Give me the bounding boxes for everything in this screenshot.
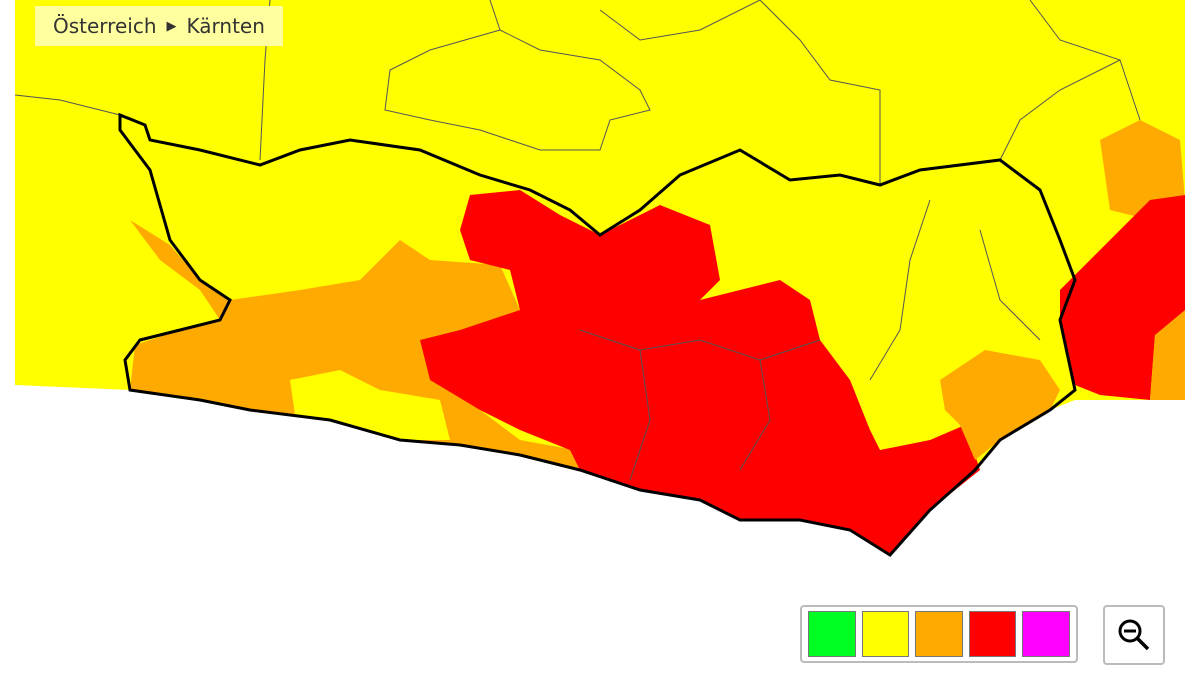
- region-orange-far-east[interactable]: [1150, 310, 1185, 400]
- district-borders: [14, 0, 1141, 481]
- kaernten-border: [118, 112, 1077, 557]
- region-orange-east[interactable]: [940, 350, 1060, 460]
- color-legend: [800, 605, 1078, 663]
- region-red-central[interactable]: [420, 190, 980, 555]
- region-red-east[interactable]: [1060, 195, 1185, 400]
- zoom-out-button[interactable]: [1103, 605, 1165, 665]
- legend-swatch-orange: [915, 611, 963, 657]
- region-yellow-south[interactable]: [290, 370, 450, 440]
- breadcrumb-separator-icon: ▶: [166, 18, 177, 34]
- legend-swatch-red: [968, 611, 1017, 657]
- legend-swatch-green: [808, 611, 856, 657]
- legend-swatch-yellow: [861, 611, 910, 657]
- legend-swatch-magenta: [1022, 611, 1070, 657]
- zoom-out-icon: [1118, 619, 1150, 651]
- breadcrumb: Österreich ▶ Kärnten: [35, 6, 283, 46]
- breadcrumb-item-oesterreich[interactable]: Österreich: [53, 14, 157, 38]
- region-orange-northeast[interactable]: [1100, 120, 1185, 220]
- breadcrumb-item-kaernten: Kärnten: [186, 14, 265, 38]
